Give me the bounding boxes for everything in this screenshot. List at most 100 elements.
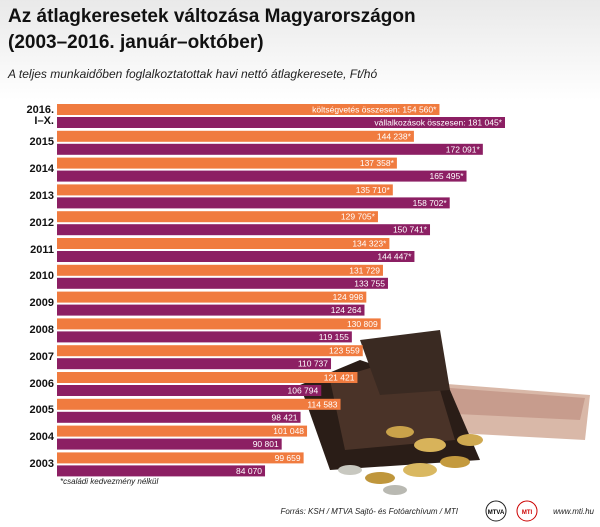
value-text: 99 659 bbox=[275, 453, 301, 463]
value-label: 158 702* bbox=[413, 198, 448, 208]
value-label: költségvetés összesen: 154 560* bbox=[312, 105, 437, 115]
value-label: 124 264 bbox=[331, 305, 362, 315]
category-label: 2007 bbox=[29, 350, 54, 363]
value-label: 172 091* bbox=[446, 144, 481, 154]
bar bbox=[57, 438, 282, 450]
value-label: 110 737 bbox=[298, 359, 328, 369]
value-label: 130 809 bbox=[347, 319, 378, 329]
value-label: 90 801 bbox=[253, 439, 279, 449]
value-text: 134 323* bbox=[352, 239, 387, 249]
bar bbox=[57, 304, 365, 316]
value-label: 137 358* bbox=[360, 158, 395, 168]
value-label: 129 705* bbox=[341, 212, 376, 222]
value-label: vállalkozások összesen: 181 045* bbox=[374, 118, 502, 128]
category-label: 2009 bbox=[29, 297, 54, 310]
bar bbox=[57, 465, 266, 477]
bar bbox=[57, 398, 341, 410]
category-label: 2010 bbox=[29, 270, 54, 283]
value-label: 144 238* bbox=[377, 131, 412, 141]
bar bbox=[57, 425, 308, 437]
value-label: 144 447* bbox=[377, 252, 412, 262]
value-label: 98 421 bbox=[272, 412, 298, 422]
legend-label: vállalkozások összesen: bbox=[374, 118, 465, 128]
website: www.mti.hu bbox=[553, 507, 594, 516]
category-label: 2012 bbox=[29, 216, 54, 229]
bar bbox=[57, 170, 467, 182]
category-label: 2004 bbox=[29, 431, 54, 444]
category-label: 2014 bbox=[29, 163, 54, 176]
value-label: 119 155 bbox=[319, 332, 349, 342]
value-text: 129 705* bbox=[341, 212, 376, 222]
value-label: 99 659 bbox=[275, 453, 301, 463]
bar bbox=[57, 104, 440, 115]
value-text: 123 559 bbox=[329, 346, 360, 356]
category-label: 2013 bbox=[29, 189, 54, 202]
value-label: 135 710* bbox=[356, 185, 391, 195]
value-label: 106 794 bbox=[288, 386, 319, 396]
category-label: 2011 bbox=[30, 243, 54, 256]
category-label: 2008 bbox=[29, 323, 54, 336]
bar bbox=[57, 117, 505, 128]
bar bbox=[57, 251, 415, 262]
bar bbox=[57, 143, 483, 155]
value-text: 158 702* bbox=[413, 198, 448, 208]
bar bbox=[57, 238, 390, 249]
value-text: 181 045* bbox=[468, 118, 503, 128]
bar bbox=[57, 452, 304, 464]
value-label: 114 583 bbox=[307, 399, 337, 409]
value-label: 124 998 bbox=[333, 292, 364, 302]
bar bbox=[57, 277, 388, 289]
bar bbox=[57, 358, 332, 370]
logo bbox=[485, 500, 507, 522]
logo-text: MTI bbox=[522, 510, 533, 516]
bar bbox=[57, 211, 378, 223]
chart-title: (2003–2016. január–október) bbox=[8, 32, 264, 53]
header-background bbox=[0, 0, 600, 100]
category-label: 2016. I–X. bbox=[26, 104, 54, 127]
value-text: 106 794 bbox=[288, 386, 319, 396]
value-label: 121 421 bbox=[324, 373, 355, 383]
bar bbox=[57, 157, 397, 169]
bar bbox=[57, 372, 358, 383]
logo bbox=[516, 500, 538, 522]
value-text: 165 495* bbox=[429, 171, 464, 181]
value-text: 124 998 bbox=[333, 292, 364, 302]
value-text: 90 801 bbox=[253, 439, 279, 449]
value-text: 119 155 bbox=[319, 332, 349, 342]
value-text: 98 421 bbox=[272, 412, 298, 422]
category-label: 2006 bbox=[29, 377, 54, 390]
wallet-photo bbox=[300, 330, 590, 495]
value-label: 133 755 bbox=[354, 278, 385, 288]
value-label: 123 559 bbox=[329, 346, 360, 356]
category-label: 2005 bbox=[29, 404, 54, 417]
bar bbox=[57, 291, 367, 303]
bar bbox=[57, 197, 450, 209]
value-label: 165 495* bbox=[429, 171, 464, 181]
value-text: 172 091* bbox=[446, 144, 481, 154]
bar bbox=[57, 264, 383, 276]
bar bbox=[57, 345, 363, 357]
value-text: 84 070 bbox=[236, 466, 262, 476]
value-text: 101 048 bbox=[273, 426, 304, 436]
value-text: 144 238* bbox=[377, 131, 412, 141]
value-label: 84 070 bbox=[236, 466, 262, 476]
bar bbox=[57, 331, 352, 343]
value-text: 114 583 bbox=[307, 399, 337, 409]
bar bbox=[57, 385, 322, 396]
chart-title: Az átlagkeresetek változása Magyarország… bbox=[8, 6, 416, 27]
value-label: 131 729 bbox=[349, 265, 380, 275]
value-label: 150 741* bbox=[393, 225, 428, 235]
value-text: 130 809 bbox=[347, 319, 378, 329]
bar bbox=[57, 318, 381, 330]
legend-label: költségvetés összesen: bbox=[312, 105, 400, 115]
chart-subtitle: A teljes munkaidőben foglalkoztatottak h… bbox=[7, 67, 377, 81]
value-text: 121 421 bbox=[324, 373, 355, 383]
value-text: 144 447* bbox=[377, 252, 412, 262]
category-label: 2003 bbox=[29, 457, 54, 470]
value-text: 137 358* bbox=[360, 158, 395, 168]
value-text: 135 710* bbox=[356, 185, 391, 195]
category-label: 2015 bbox=[29, 136, 54, 149]
bar bbox=[57, 130, 414, 142]
